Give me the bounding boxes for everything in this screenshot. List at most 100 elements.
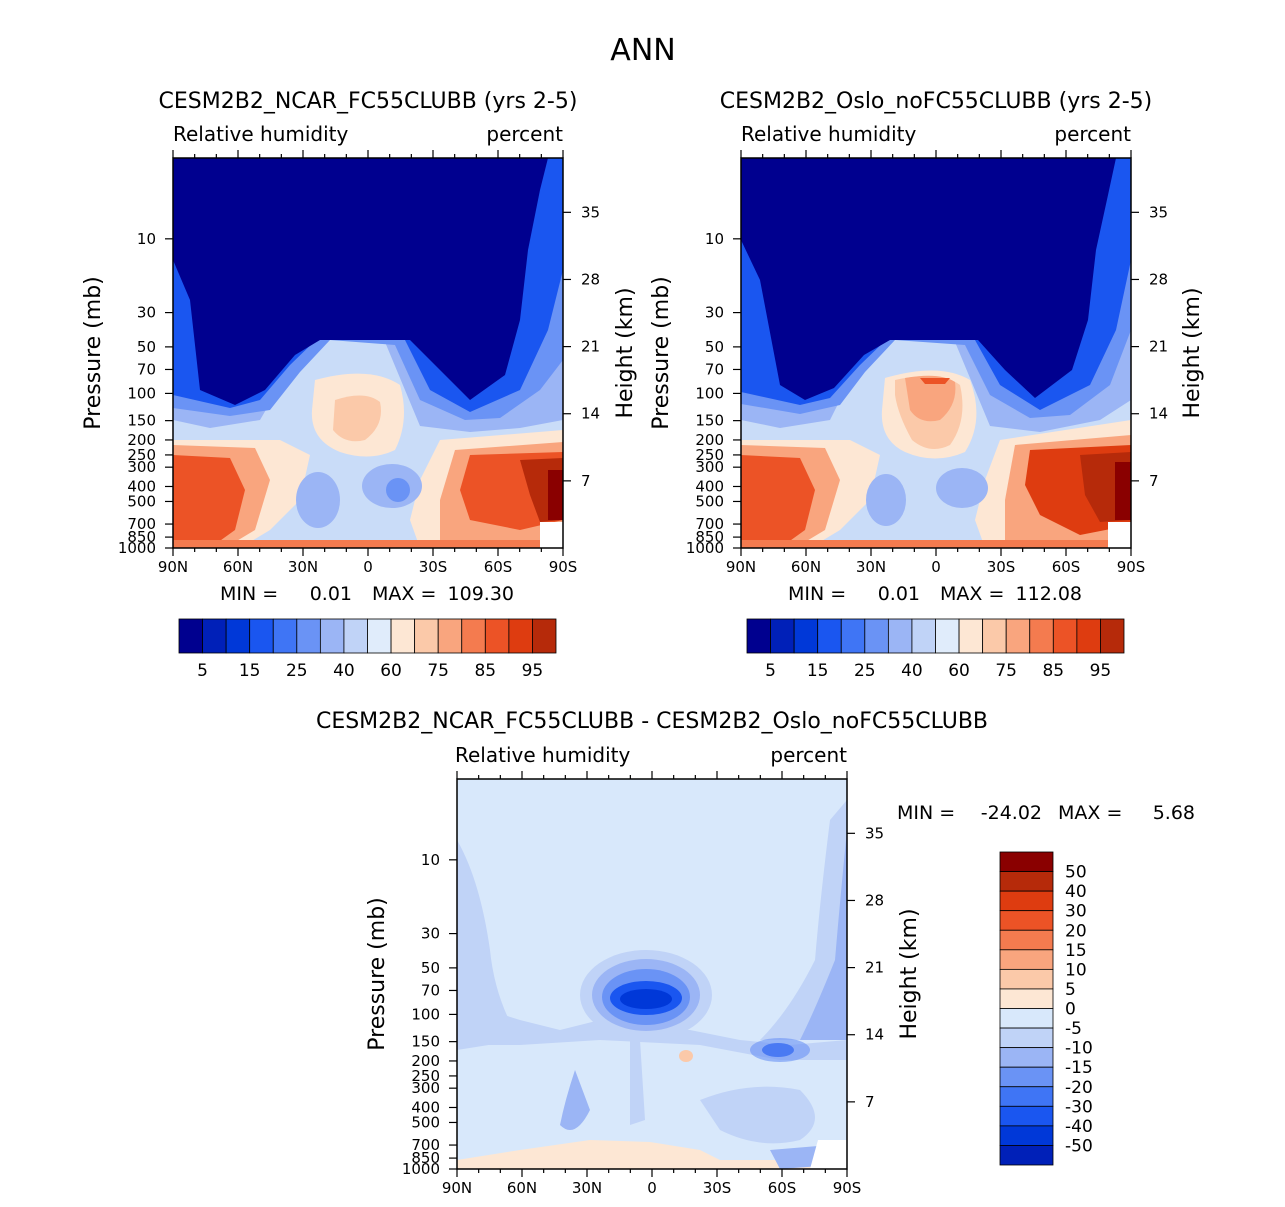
max-label: MAX = [940, 583, 1004, 605]
y-tick-label: 10 [705, 230, 724, 248]
y-tick-label: 300 [127, 458, 156, 476]
colorbar-oslo: 5 15 25 40 60 75 85 95 [746, 618, 1125, 681]
colorbar-swatch [999, 1008, 1054, 1029]
colorbar-swatch [999, 1047, 1054, 1068]
colorbar-label: 75 [427, 661, 449, 681]
y-tick-label: 150 [695, 412, 724, 430]
y-tick-label: 70 [137, 360, 156, 378]
x-tick-label: 0 [647, 1179, 657, 1197]
y-tick-label: 200 [127, 431, 156, 449]
colorbar-swatch [272, 618, 298, 654]
height-tick-label: 7 [1149, 472, 1159, 490]
colorbar-label: -15 [1065, 1058, 1093, 1078]
height-tick-label: 35 [865, 824, 884, 842]
lower-red-core [548, 470, 563, 520]
colorbar-swatch [793, 618, 819, 654]
colorbar-label: 40 [333, 661, 355, 681]
colorbar-label: 60 [948, 661, 970, 681]
y-tick-label: 10 [421, 851, 440, 869]
min-label: MIN = [788, 583, 846, 605]
y-tick-label: 850 [695, 528, 724, 546]
colorbar-swatch [414, 618, 439, 654]
y-tick-label: 1000 [402, 1160, 440, 1178]
x-tick-label: 60S [484, 558, 513, 576]
colorbar-swatch [999, 1086, 1054, 1107]
y-tick-label: 30 [137, 304, 156, 322]
panel-oslo: CESM2B2_Oslo_noFC55CLUBB (yrs 2-5) Relat… [649, 89, 1205, 681]
surface-layer [173, 540, 563, 548]
colorbar-swatch [1005, 618, 1031, 654]
y-tick-label: 150 [411, 1033, 440, 1051]
y-tick-label: 30 [421, 925, 440, 943]
colorbar-label: 0 [1065, 1000, 1076, 1020]
y-tick-label: 50 [137, 338, 156, 356]
right-edge-inner [800, 830, 847, 1040]
colorbar-swatch [390, 618, 416, 654]
colorbar-swatch [178, 618, 203, 654]
height-tick-label: 21 [581, 338, 600, 356]
lower-red-core [1115, 462, 1131, 520]
colorbar-swatch [225, 618, 251, 654]
colorbar-label: 25 [854, 661, 876, 681]
surface-gap [1108, 522, 1131, 548]
x-tick-label: 30N [856, 558, 886, 576]
height-tick-label: 28 [581, 270, 600, 288]
y-tick-label: 100 [127, 384, 156, 402]
colorbar-swatch [532, 618, 557, 654]
y-tick-label: 400 [695, 477, 724, 495]
min-value: 0.01 [310, 583, 352, 605]
colorbar-swatch [999, 1066, 1054, 1088]
axes-oslo: 90N 60N 30N 0 30S 60S 90S103050701001502002503… [686, 150, 1168, 576]
blue-blob-left [296, 472, 340, 528]
y-tick-label: 10 [137, 230, 156, 248]
units-label: percent [770, 743, 847, 767]
colorbar-label: 5 [197, 661, 208, 681]
height-tick-label: 28 [865, 891, 884, 909]
colorbar-label: 85 [1042, 661, 1064, 681]
colorbar-swatch [770, 618, 795, 654]
x-tick-label: 60N [791, 558, 821, 576]
y-axis-label: Pressure (mb) [649, 276, 674, 430]
colorbar-swatch [999, 890, 1054, 912]
y-tick-label: 30 [705, 304, 724, 322]
colorbar-swatch [249, 618, 274, 654]
x-tick-label: 90N [726, 558, 756, 576]
panel-title: CESM2B2_Oslo_noFC55CLUBB (yrs 2-5) [720, 89, 1152, 114]
colorbar-swatch [999, 968, 1054, 990]
height-tick-label: 21 [865, 959, 884, 977]
tropical-core [333, 395, 381, 442]
colorbar-label: -20 [1065, 1078, 1093, 1098]
x-tick-label: 60N [223, 558, 253, 576]
y-tick-label: 250 [127, 446, 156, 464]
height-tick-label: 14 [581, 405, 600, 423]
lower-warm-3 [173, 455, 245, 548]
y-tick-label: 100 [695, 384, 724, 402]
panel-title: CESM2B2_NCAR_FC55CLUBB (yrs 2-5) [159, 89, 578, 114]
x-tick-label: 90N [442, 1179, 472, 1197]
y-axis-label-right: Height (km) [897, 908, 922, 1039]
warm-dot [679, 1050, 693, 1062]
min-label: MIN = [220, 583, 278, 605]
y-tick-label: 700 [127, 515, 156, 533]
colorbar-swatch [999, 1145, 1054, 1166]
colorbar-label: -40 [1065, 1117, 1093, 1137]
surface-gap [540, 522, 563, 548]
colorbar-label: -10 [1065, 1039, 1093, 1059]
units-label: percent [486, 122, 563, 146]
colorbar-swatch [999, 1125, 1054, 1146]
colorbar-swatch [319, 618, 345, 654]
colorbar-swatch [746, 618, 771, 654]
height-tick-label: 21 [1149, 338, 1168, 356]
colorbar-swatch [296, 618, 321, 654]
units-label: percent [1054, 122, 1131, 146]
y-tick-label: 1000 [686, 539, 724, 557]
left-edge-band [457, 840, 520, 1050]
colorbar-swatch [999, 910, 1054, 931]
figure-title: ANN [610, 33, 675, 68]
colorbar-label: 60 [380, 661, 402, 681]
colorbar-ncar: 5 15 25 40 60 75 85 95 [178, 618, 557, 681]
lower-warm-3 [741, 455, 815, 548]
strat-core [741, 158, 1116, 400]
x-tick-label: 30N [288, 558, 318, 576]
